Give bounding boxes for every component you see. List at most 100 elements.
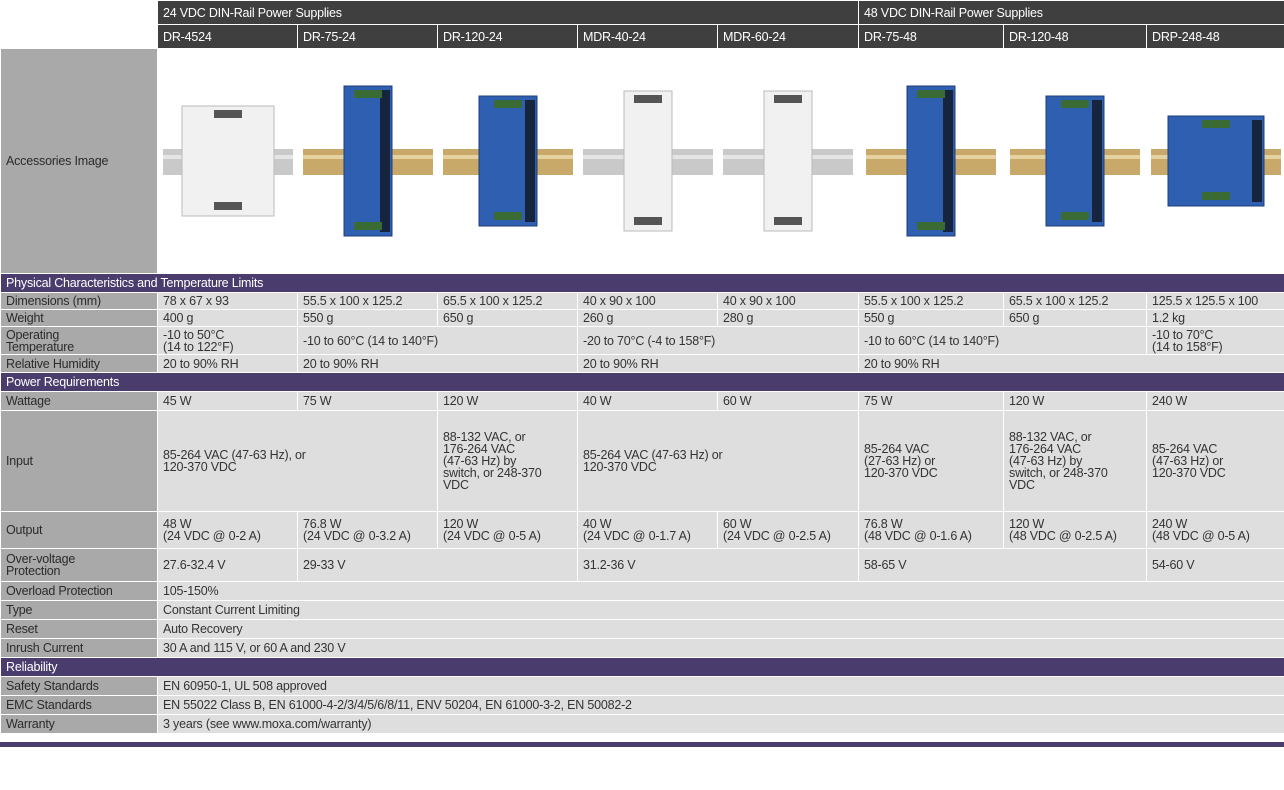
value-cell: 120 W (1003, 391, 1148, 411)
value-cell: -10 to 50°C (14 to 122°F) (157, 326, 298, 355)
model-header: MDR-40-24 (577, 24, 718, 49)
accessory-image (297, 48, 438, 274)
value-cell: 60 W (716, 391, 860, 411)
accessory-image (1146, 48, 1284, 274)
image-shape (1252, 120, 1263, 202)
value-cell: 85-264 VAC (27-63 Hz) or 120-370 VDC (858, 410, 1005, 512)
table-row: Reset Auto Recovery (0, 619, 1284, 639)
table-row: Weight 400 g 550 g 650 g 260 g 280 g 550 g 650 … (0, 309, 1284, 327)
image-shape (493, 212, 522, 220)
row-label: Inrush Current (0, 638, 158, 658)
value-cell: Constant Current Limiting (156, 600, 1284, 620)
corner-cell (0, 24, 158, 49)
table-row: Over-voltage Protection 27.6-32.4 V 29-33 … (0, 548, 1284, 582)
table-row: Physical Characteristics and Temperature… (0, 273, 1284, 293)
table-row: Relative Humidity 20 to 90% RH 20 to 90% R… (0, 354, 1284, 373)
value-cell: 29-33 V (297, 548, 578, 582)
image-shape (524, 100, 535, 222)
image-shape (917, 222, 946, 230)
table-row: Output 48 W (24 VDC @ 0-2 A) 76.8 W (24 VD… (0, 511, 1284, 549)
image-shape (1061, 100, 1090, 108)
table-row: Reliability (0, 657, 1284, 677)
table-row: Inrush Current 30 A and 115 V, or 60 A an… (0, 638, 1284, 658)
spec-table: 24 VDC DIN-Rail Power Supplies 48 VDC DIN… (0, 0, 1284, 734)
accessory-image (1003, 48, 1148, 274)
model-header: DR-75-24 (297, 24, 438, 49)
value-cell: 60 W (24 VDC @ 0-2.5 A) (716, 511, 860, 549)
value-cell: 280 g (716, 309, 860, 327)
value-cell: 58-65 V (858, 548, 1148, 582)
value-cell: -20 to 70°C (-4 to 158°F) (576, 326, 860, 355)
value-cell: 20 to 90% RH (157, 354, 298, 373)
group-header: 24 VDC DIN-Rail Power Supplies (156, 0, 860, 25)
model-header: DR-75-48 (858, 24, 1005, 49)
accessory-image (577, 48, 718, 274)
image-shape (1092, 100, 1103, 222)
table-row: Wattage 45 W 75 W 120 W 40 W 60 W 75 W 120 W 240… (0, 391, 1284, 411)
value-cell: 88-132 VAC, or 176-264 VAC (47-63 Hz) by… (1003, 410, 1148, 512)
image-shape (1202, 120, 1231, 128)
accessory-image (437, 48, 578, 274)
value-cell: -10 to 60°C (14 to 140°F) (858, 326, 1148, 355)
value-cell: 40 x 90 x 100 (577, 292, 718, 310)
table-row: Input 85-264 VAC (47-63 Hz), or 120-370 V… (0, 410, 1284, 512)
image-shape (633, 217, 662, 225)
image-shape (353, 90, 382, 98)
value-cell: 125.5 x 125.5 x 100 (1146, 292, 1284, 310)
image-shape (1202, 192, 1231, 200)
image-shape (353, 222, 382, 230)
model-header: DR-120-24 (437, 24, 578, 49)
table-row: EMC Standards EN 55022 Class B, EN 61000-… (0, 695, 1284, 715)
row-label: Safety Standards (0, 676, 158, 696)
image-shape (213, 202, 242, 210)
value-cell: 85-264 VAC (47-63 Hz) or 120-370 VDC (576, 410, 860, 512)
section-header: Power Requirements (0, 372, 1284, 392)
image-shape (774, 95, 803, 103)
value-cell: 40 W (24 VDC @ 0-1.7 A) (577, 511, 718, 549)
image-shape (213, 110, 242, 118)
value-cell: 75 W (297, 391, 438, 411)
value-cell: 76.8 W (24 VDC @ 0-3.2 A) (297, 511, 438, 549)
value-cell: 85-264 VAC (47-63 Hz) or 120-370 VDC (1146, 410, 1284, 512)
image-shape (1167, 115, 1265, 207)
image-shape (379, 90, 390, 232)
section-header: Physical Characteristics and Temperature… (0, 273, 1284, 293)
device-picture (866, 85, 997, 237)
value-cell: EN 60950-1, UL 508 approved (156, 676, 1284, 696)
table-row: Type Constant Current Limiting (0, 600, 1284, 620)
value-cell: 120 W (437, 391, 578, 411)
image-shape (493, 100, 522, 108)
table-row: Warranty 3 years (see www.moxa.com/warran… (0, 714, 1284, 734)
value-cell: 54-60 V (1146, 548, 1284, 582)
row-label: Weight (0, 309, 158, 327)
image-shape (763, 90, 813, 232)
value-cell: 650 g (437, 309, 578, 327)
device-picture (582, 90, 713, 232)
value-cell: 400 g (157, 309, 298, 327)
image-shape (1061, 212, 1090, 220)
value-cell: 650 g (1003, 309, 1148, 327)
group-header: 48 VDC DIN-Rail Power Supplies (858, 0, 1284, 25)
model-header: MDR-60-24 (716, 24, 860, 49)
model-header: DR-120-48 (1003, 24, 1148, 49)
row-label: Dimensions (mm) (0, 292, 158, 310)
value-cell: 1.2 kg (1146, 309, 1284, 327)
value-cell: 65.5 x 100 x 125.2 (437, 292, 578, 310)
row-label: Overload Protection (0, 581, 158, 601)
value-cell: 85-264 VAC (47-63 Hz), or 120-370 VDC (157, 410, 438, 512)
value-cell: 27.6-32.4 V (157, 548, 298, 582)
value-cell: 240 W (1146, 391, 1284, 411)
value-cell: 78 x 67 x 93 (157, 292, 298, 310)
device-picture (1010, 95, 1141, 227)
value-cell: 45 W (157, 391, 298, 411)
table-row: Safety Standards EN 60950-1, UL 508 appro… (0, 676, 1284, 696)
device-picture (723, 90, 854, 232)
image-shape (633, 95, 662, 103)
value-cell: 88-132 VAC, or 176-264 VAC (47-63 Hz) by… (437, 410, 578, 512)
value-cell: EN 55022 Class B, EN 61000-4-2/3/4/5/6/8… (156, 695, 1284, 715)
value-cell: 31.2-36 V (576, 548, 860, 582)
row-label: Warranty (0, 714, 158, 734)
value-cell: 55.5 x 100 x 125.2 (858, 292, 1005, 310)
value-cell: 550 g (297, 309, 438, 327)
